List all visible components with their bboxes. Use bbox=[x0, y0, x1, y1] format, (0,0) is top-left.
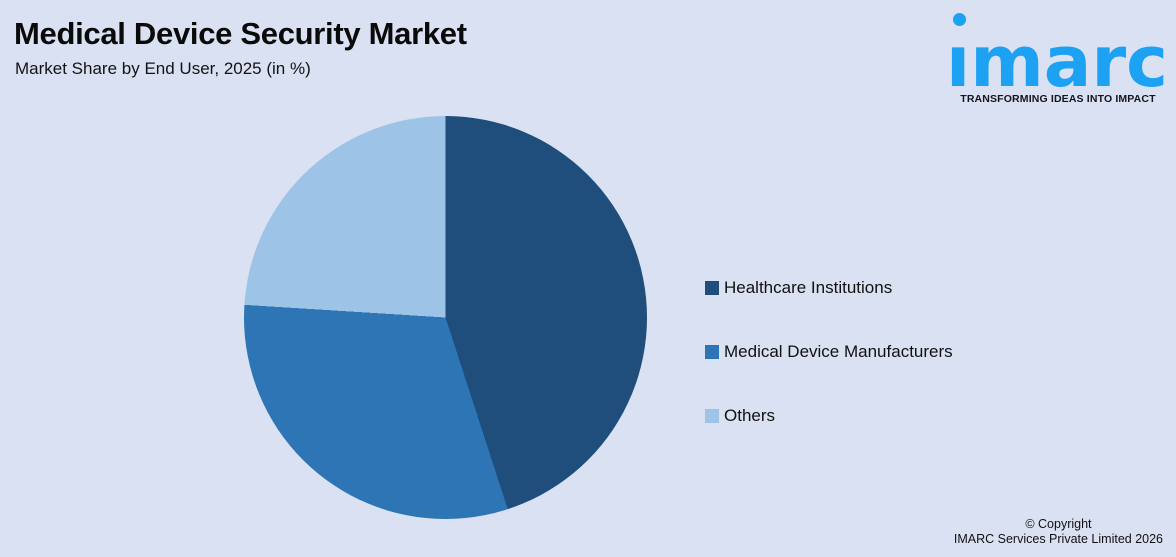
legend-label: Medical Device Manufacturers bbox=[724, 342, 953, 361]
legend-swatch-icon bbox=[705, 281, 719, 295]
legend-swatch-icon bbox=[705, 409, 719, 423]
legend-label: Healthcare Institutions bbox=[724, 278, 893, 297]
copyright-notice: © Copyright IMARC Services Private Limit… bbox=[954, 517, 1163, 548]
logo-brand-text: ımarc bbox=[946, 21, 1168, 103]
logo-tagline: TRANSFORMING IDEAS INTO IMPACT bbox=[960, 93, 1156, 105]
legend-item-healthcare-institutions: Healthcare Institutions bbox=[705, 278, 953, 298]
legend-label: Others bbox=[724, 406, 776, 425]
copyright-line2: IMARC Services Private Limited 2026 bbox=[953, 531, 1163, 546]
page-subtitle: Market Share by End User, 2025 (in %) bbox=[15, 59, 311, 78]
page-title: Medical Device Security Market bbox=[14, 16, 467, 51]
logo-brand: ımarc bbox=[946, 21, 1168, 103]
copyright-line1: © Copyright bbox=[1025, 516, 1092, 531]
legend-item-others: Others bbox=[705, 406, 953, 426]
chart-legend: Healthcare Institutions Medical Device M… bbox=[705, 278, 953, 426]
imarc-logo: ımarc TRANSFORMING IDEAS INTO IMPACT bbox=[946, 8, 1170, 108]
legend-swatch-icon bbox=[705, 345, 719, 359]
legend-item-medical-device-manufacturers: Medical Device Manufacturers bbox=[705, 342, 953, 362]
logo-dot-icon bbox=[953, 13, 966, 26]
pie-chart bbox=[244, 116, 647, 519]
